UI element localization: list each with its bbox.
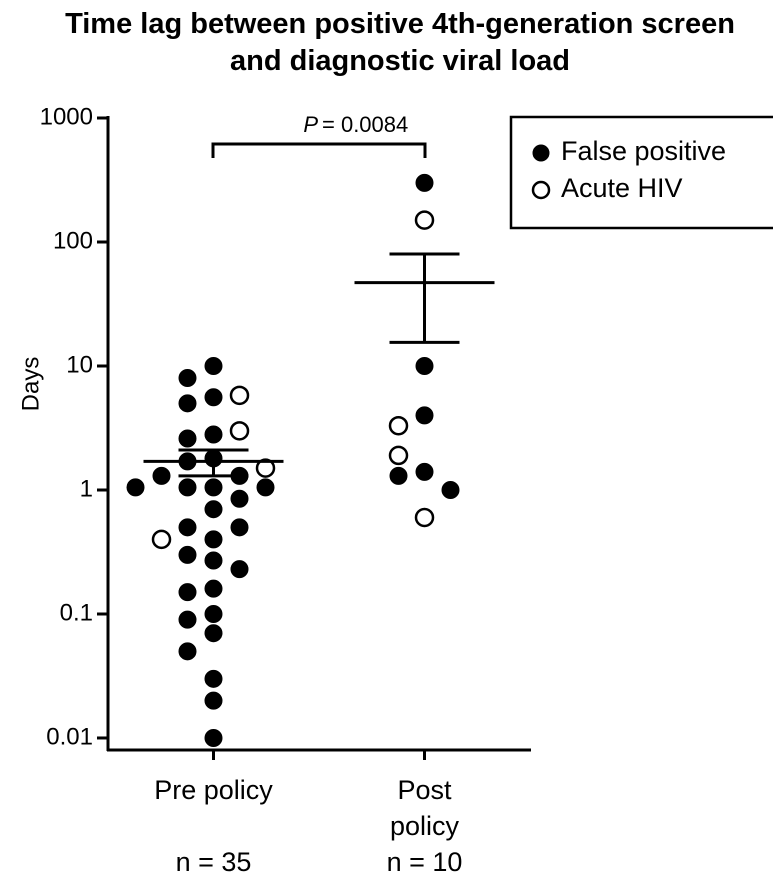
y-axis-label: Days bbox=[17, 357, 44, 412]
filled-dot bbox=[204, 669, 223, 688]
open-dot bbox=[229, 385, 250, 406]
filled-dot bbox=[152, 466, 171, 485]
y-tick-label: 0.1 bbox=[60, 599, 93, 626]
y-tick-label: 1 bbox=[80, 475, 93, 502]
filled-dot bbox=[204, 388, 223, 407]
filled-dot bbox=[126, 478, 145, 497]
filled-dot bbox=[204, 579, 223, 598]
filled-dot bbox=[415, 356, 434, 375]
filled-dot bbox=[230, 489, 249, 508]
significance-bracket bbox=[211, 142, 427, 158]
filled-dot bbox=[204, 728, 223, 747]
filled-dot bbox=[178, 369, 197, 388]
open-dot bbox=[388, 445, 409, 466]
filled-dot bbox=[204, 604, 223, 623]
n-label: n = 35 bbox=[175, 847, 252, 873]
filled-dot bbox=[178, 642, 197, 661]
x-tick-label: Post policy bbox=[389, 775, 460, 841]
filled-dot bbox=[441, 480, 460, 499]
y-tick-label: 100 bbox=[53, 227, 93, 254]
filled-dot bbox=[204, 356, 223, 375]
open-dot bbox=[414, 507, 435, 528]
n-label: n = 10 bbox=[386, 847, 463, 873]
p-value: = 0.0084 bbox=[322, 112, 408, 137]
open-dot bbox=[388, 415, 409, 436]
filled-dot bbox=[178, 429, 197, 448]
filled-dot bbox=[204, 551, 223, 570]
filled-dot bbox=[415, 173, 434, 192]
x-tick-label: Pre policy bbox=[154, 775, 273, 805]
open-dot bbox=[151, 529, 172, 550]
open-dot bbox=[414, 210, 435, 230]
filled-dot bbox=[178, 583, 197, 602]
filled-dot bbox=[389, 466, 408, 485]
legend-label: False positive bbox=[561, 136, 726, 166]
filled-dot bbox=[204, 425, 223, 444]
y-tick-label: 0.01 bbox=[46, 723, 93, 750]
filled-dot bbox=[256, 478, 275, 497]
chart-title: Time lag between positive 4th-generation… bbox=[65, 8, 735, 77]
filled-dot bbox=[415, 462, 434, 481]
open-dot bbox=[255, 458, 276, 478]
filled-dot bbox=[178, 518, 197, 537]
legend-marker bbox=[531, 180, 551, 200]
filled-dot bbox=[178, 478, 197, 497]
filled-dot bbox=[204, 478, 223, 497]
filled-dot bbox=[415, 406, 434, 425]
filled-dot bbox=[204, 691, 223, 710]
filled-dot bbox=[204, 624, 223, 643]
p-label: P bbox=[303, 112, 318, 137]
filled-dot bbox=[178, 394, 197, 413]
open-dot bbox=[229, 421, 250, 441]
filled-dot bbox=[178, 545, 197, 564]
y-tick-label: 10 bbox=[66, 351, 93, 378]
filled-dot bbox=[230, 560, 249, 579]
filled-dot bbox=[178, 610, 197, 629]
legend-marker bbox=[532, 144, 550, 162]
legend-box bbox=[509, 115, 773, 230]
filled-dot bbox=[230, 518, 249, 537]
filled-dot bbox=[204, 530, 223, 549]
filled-dot bbox=[204, 500, 223, 519]
y-tick-label: 1000 bbox=[40, 103, 93, 130]
legend-label: Acute HIV bbox=[561, 173, 683, 203]
